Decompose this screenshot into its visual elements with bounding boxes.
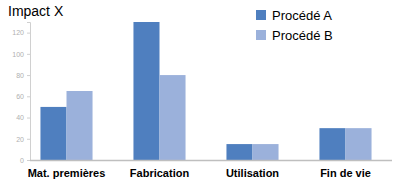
y-tick-label: 40 <box>16 114 24 121</box>
bar <box>346 128 372 160</box>
y-tick: 100 <box>12 51 30 58</box>
y-tick-mark <box>27 160 30 161</box>
bar <box>67 91 93 160</box>
bar <box>160 75 186 160</box>
x-axis-line <box>30 160 392 162</box>
y-tick: 60 <box>16 93 30 100</box>
y-tick: 20 <box>16 136 30 143</box>
chart: 0 20 40 60 80 100 120 Mat. premières Fabrication… <box>0 0 400 185</box>
y-axis: 0 20 40 60 80 100 120 <box>12 23 30 164</box>
y-tick-mark <box>27 75 30 76</box>
series-bars <box>67 75 372 160</box>
y-tick-label: 120 <box>12 29 24 36</box>
y-tick-label: 80 <box>16 72 24 79</box>
legend-label: Procédé A <box>272 8 332 23</box>
bars <box>40 22 371 160</box>
legend-item: Procédé B <box>256 28 333 43</box>
y-tick: 40 <box>16 114 30 121</box>
bar <box>226 144 252 160</box>
x-tick: Fabrication <box>130 160 190 179</box>
legend-label: Procédé B <box>272 28 333 43</box>
y-tick-label: 20 <box>16 136 24 143</box>
y-tick-mark <box>27 54 30 55</box>
x-tick-label: Fabrication <box>130 167 190 179</box>
y-axis-line <box>27 23 31 161</box>
y-tick: 0 <box>20 157 30 164</box>
x-tick: Utilisation <box>226 160 279 179</box>
x-tick-label: Utilisation <box>226 167 279 179</box>
bar <box>253 144 279 160</box>
y-tick-label: 100 <box>12 51 24 58</box>
x-axis: Mat. premières Fabrication Utilisation Fin … <box>28 160 392 179</box>
legend-item: Procédé A <box>256 8 332 23</box>
y-tick-label: 0 <box>20 157 24 164</box>
legend: Procédé A Procédé B <box>256 8 333 43</box>
y-tick-mark <box>27 96 30 97</box>
y-tick-label: 60 <box>16 93 24 100</box>
bar <box>319 128 345 160</box>
x-tick-label: Mat. premières <box>28 167 106 179</box>
x-tick-label: Fin de vie <box>320 167 371 179</box>
y-tick: 120 <box>12 29 30 36</box>
x-tick: Mat. premières <box>28 160 106 179</box>
bar <box>133 22 159 160</box>
series-bars <box>40 22 345 160</box>
y-tick-mark <box>27 118 30 119</box>
y-tick-mark <box>27 33 30 34</box>
legend-swatch <box>256 30 266 40</box>
title: Impact X <box>8 3 64 19</box>
x-tick: Fin de vie <box>320 160 371 179</box>
bar <box>40 107 66 160</box>
y-tick-mark <box>27 139 30 140</box>
y-tick: 80 <box>16 72 30 79</box>
legend-swatch <box>256 10 266 20</box>
